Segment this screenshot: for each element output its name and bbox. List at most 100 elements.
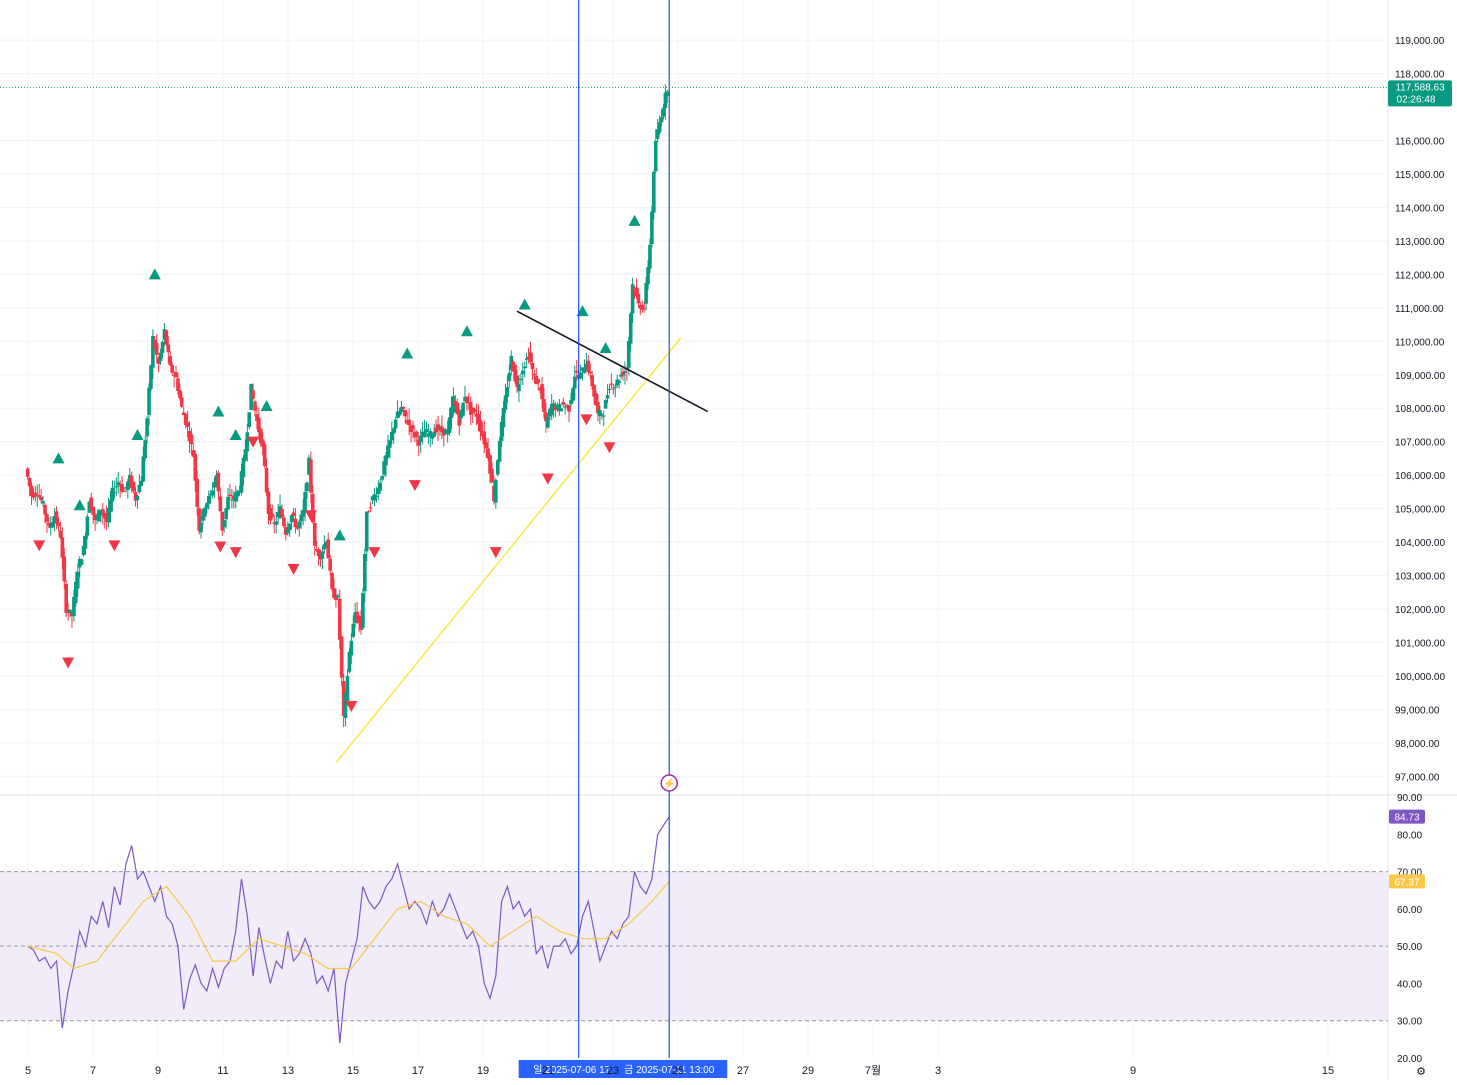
candle[interactable]	[663, 92, 668, 109]
candle[interactable]	[409, 425, 413, 432]
candle[interactable]	[565, 405, 569, 407]
candle[interactable]	[85, 516, 90, 536]
candle[interactable]	[232, 495, 236, 500]
candle[interactable]	[156, 357, 161, 364]
candle[interactable]	[522, 366, 527, 369]
candle[interactable]	[189, 434, 194, 445]
candle[interactable]	[611, 388, 616, 390]
candle[interactable]	[235, 490, 240, 497]
candle[interactable]	[497, 440, 502, 462]
candle[interactable]	[87, 501, 92, 513]
candle[interactable]	[104, 516, 109, 522]
candle[interactable]	[330, 573, 334, 590]
candle[interactable]	[93, 514, 97, 520]
candle[interactable]	[312, 522, 317, 546]
candle[interactable]	[185, 422, 190, 427]
candle[interactable]	[293, 518, 298, 528]
candle[interactable]	[224, 508, 228, 520]
candle[interactable]	[511, 361, 515, 372]
candle[interactable]	[478, 419, 483, 432]
candle[interactable]	[432, 431, 436, 437]
candle[interactable]	[542, 399, 546, 413]
candle[interactable]	[210, 490, 215, 496]
candle[interactable]	[37, 495, 42, 497]
candle[interactable]	[324, 541, 329, 547]
candle[interactable]	[657, 122, 662, 133]
candle[interactable]	[484, 442, 488, 449]
candle[interactable]	[289, 515, 294, 523]
candle[interactable]	[102, 512, 107, 519]
candle[interactable]	[397, 411, 402, 416]
candle[interactable]	[482, 431, 487, 445]
candle[interactable]	[553, 405, 558, 411]
candle[interactable]	[359, 619, 363, 630]
candle[interactable]	[166, 344, 171, 353]
candle[interactable]	[445, 429, 450, 435]
candle[interactable]	[249, 383, 253, 410]
candle[interactable]	[646, 267, 650, 285]
candle[interactable]	[68, 609, 72, 614]
candle[interactable]	[659, 117, 664, 123]
candle[interactable]	[607, 388, 612, 391]
candle[interactable]	[640, 304, 645, 310]
candle[interactable]	[571, 388, 575, 401]
candle[interactable]	[62, 556, 67, 582]
candle[interactable]	[549, 403, 554, 416]
candle[interactable]	[305, 482, 309, 492]
candle[interactable]	[349, 640, 354, 656]
candle[interactable]	[75, 571, 80, 589]
candle[interactable]	[588, 371, 593, 374]
candle[interactable]	[547, 408, 552, 417]
candle[interactable]	[127, 475, 132, 485]
candle[interactable]	[337, 598, 342, 640]
candle[interactable]	[434, 427, 438, 433]
candle[interactable]	[89, 497, 94, 510]
candle[interactable]	[70, 612, 74, 617]
candle[interactable]	[237, 491, 242, 493]
candle[interactable]	[284, 527, 288, 535]
candle[interactable]	[503, 395, 508, 410]
candle[interactable]	[598, 409, 602, 417]
candle[interactable]	[299, 514, 304, 522]
candle[interactable]	[297, 521, 302, 528]
candle[interactable]	[253, 401, 257, 411]
candle[interactable]	[636, 293, 641, 304]
candle[interactable]	[164, 330, 169, 345]
candle[interactable]	[590, 375, 594, 387]
candle[interactable]	[320, 551, 325, 559]
candle[interactable]	[251, 390, 255, 399]
candle[interactable]	[440, 426, 444, 433]
candle[interactable]	[332, 588, 336, 598]
candle[interactable]	[422, 431, 427, 438]
candle[interactable]	[648, 244, 652, 269]
candle[interactable]	[555, 404, 560, 409]
candle[interactable]	[206, 495, 211, 504]
candle[interactable]	[328, 558, 332, 571]
candle[interactable]	[580, 367, 585, 371]
candle[interactable]	[519, 378, 523, 381]
candle[interactable]	[47, 523, 51, 526]
candle[interactable]	[413, 431, 417, 438]
candle[interactable]	[116, 482, 121, 486]
candle[interactable]	[266, 491, 271, 515]
candle[interactable]	[644, 282, 648, 304]
candle[interactable]	[295, 526, 300, 529]
candle[interactable]	[314, 548, 319, 551]
candle[interactable]	[95, 516, 99, 521]
candle[interactable]	[551, 403, 556, 409]
candle[interactable]	[578, 372, 583, 379]
candle[interactable]	[653, 140, 658, 172]
candle[interactable]	[114, 486, 119, 488]
candle[interactable]	[176, 378, 180, 392]
candle[interactable]	[632, 287, 637, 294]
candle[interactable]	[118, 485, 122, 487]
candle[interactable]	[91, 506, 95, 515]
candle[interactable]	[443, 429, 448, 434]
candle[interactable]	[436, 424, 440, 431]
candle[interactable]	[255, 414, 259, 422]
candle[interactable]	[27, 477, 32, 487]
candle[interactable]	[615, 379, 620, 386]
candle[interactable]	[638, 305, 643, 309]
candle[interactable]	[596, 402, 600, 414]
